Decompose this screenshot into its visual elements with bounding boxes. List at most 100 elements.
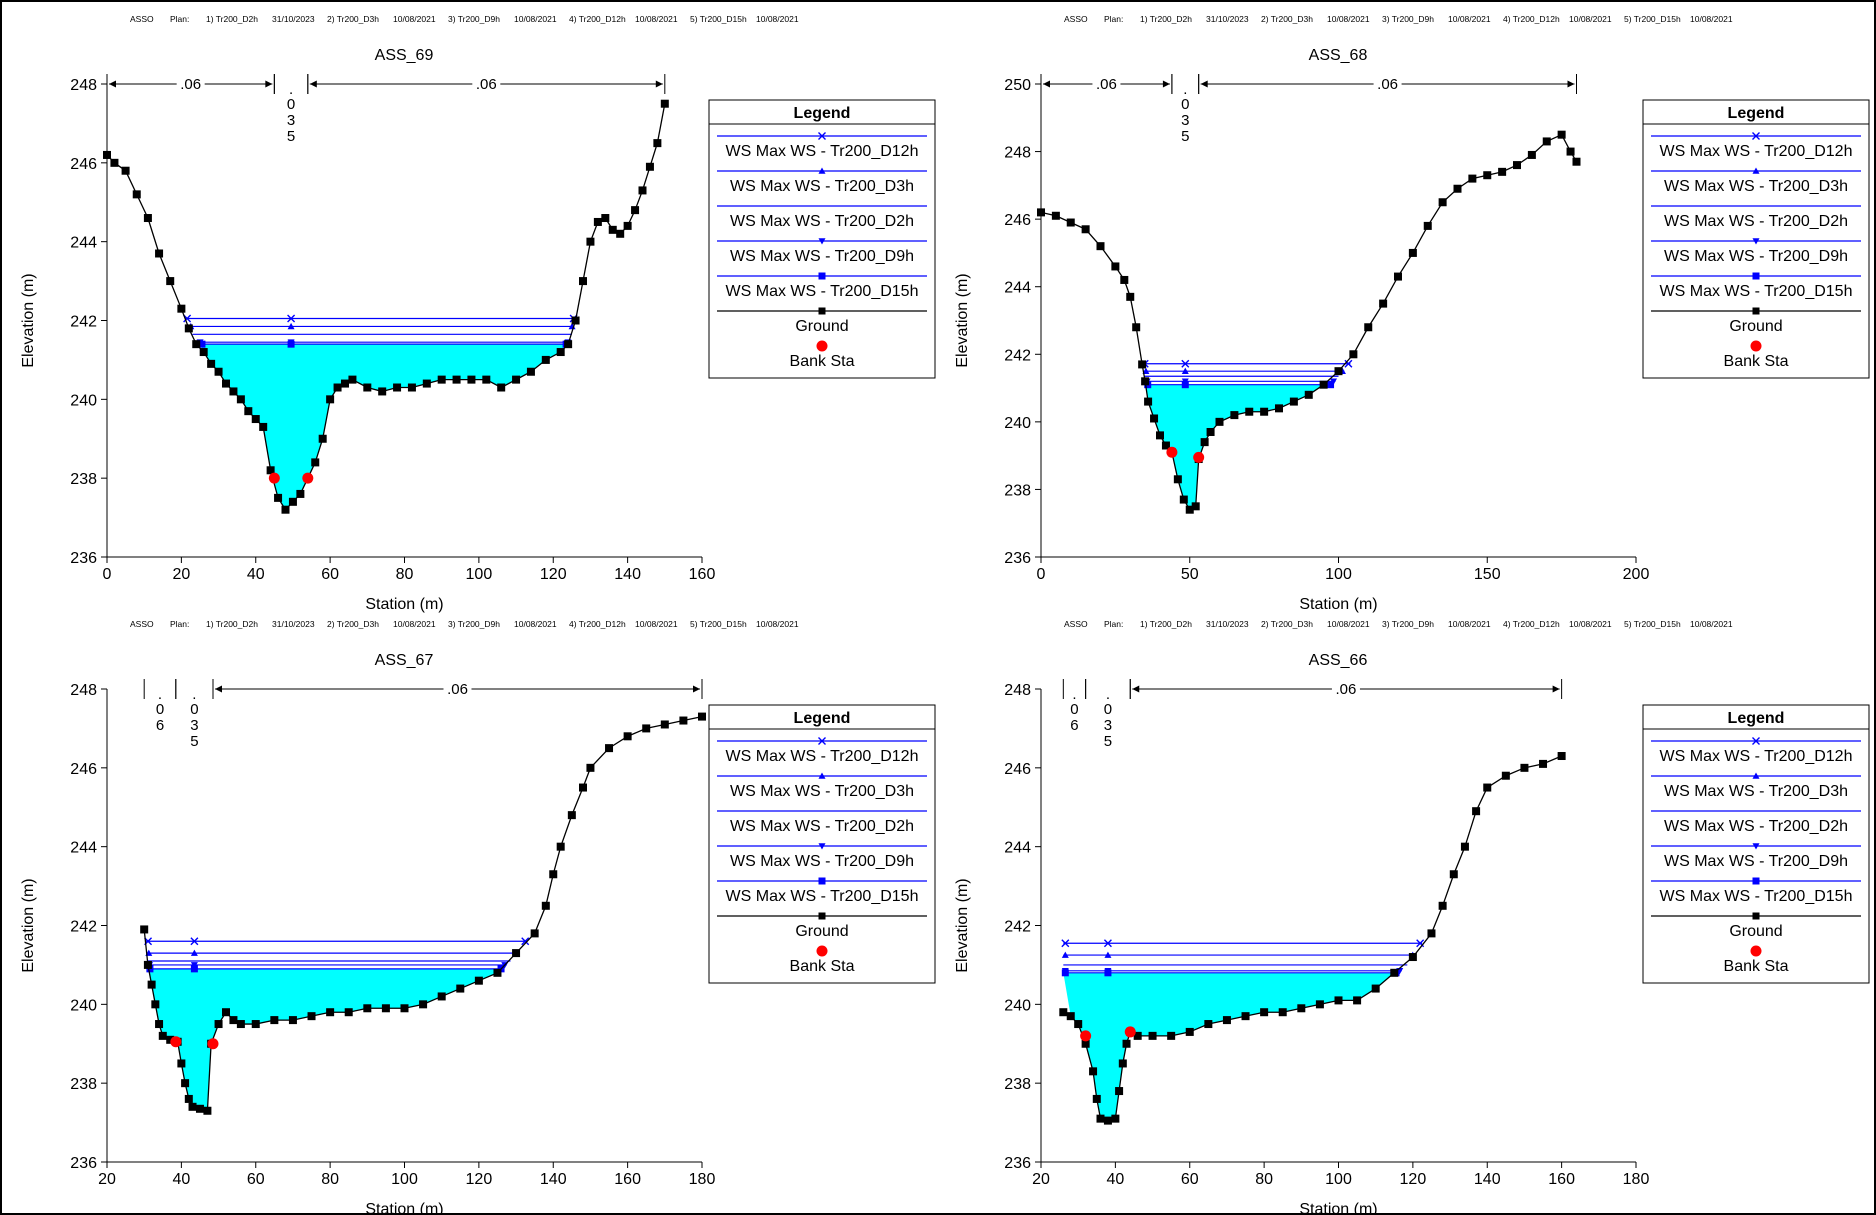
ground-point	[222, 1008, 230, 1017]
water-area	[1063, 972, 1398, 1121]
header-plan-4: 4) Tr200_D12h	[1503, 14, 1560, 24]
n-value-3: .06	[1377, 76, 1398, 93]
header-plan-date-5: 10/08/2021	[1690, 14, 1733, 24]
x-tick-label: 20	[1032, 1171, 1050, 1188]
header-project: ASSO	[1064, 619, 1088, 629]
ground-point	[1438, 198, 1447, 207]
ground-point	[679, 716, 688, 725]
ground-point	[1096, 242, 1105, 251]
legend-marker-7	[816, 945, 828, 957]
ground-point	[151, 1000, 160, 1009]
bank-station-2	[207, 1038, 219, 1050]
legend-marker-2	[818, 167, 826, 174]
ground-point	[1096, 1114, 1105, 1123]
ground-point	[214, 1020, 223, 1029]
ground-point	[229, 1016, 238, 1025]
ground-point	[467, 375, 476, 384]
ground-point	[1111, 1114, 1120, 1123]
ground-point	[593, 217, 602, 226]
legend-marker-7	[1750, 945, 1762, 957]
n-label-bg	[443, 680, 472, 698]
bank-station-1	[170, 1036, 182, 1048]
ground-line	[106, 103, 666, 511]
legend-entry-7: Bank Sta	[790, 353, 855, 370]
x-tick-label: 60	[321, 566, 339, 583]
x-tick-label: 160	[1548, 1171, 1575, 1188]
ground-point	[1200, 438, 1209, 447]
legend-marker-6	[1752, 912, 1760, 920]
ground-point	[1260, 407, 1269, 416]
ground-point	[1438, 901, 1447, 910]
header-plan-date-3: 10/08/2021	[1448, 14, 1491, 24]
ground-point	[236, 1020, 245, 1029]
x-tick-label: 20	[172, 566, 190, 583]
ground-point	[229, 387, 238, 396]
legend-marker-5	[818, 877, 826, 885]
n-arrow-head	[1043, 80, 1050, 88]
ground-point	[1472, 807, 1481, 816]
x-tick-label: 120	[540, 566, 567, 583]
ws-marker-left-1	[1061, 939, 1070, 948]
ground-point	[564, 340, 573, 349]
y-tick-label: 250	[1004, 77, 1031, 94]
legend-entry-4: WS Max WS - Tr200_D9h	[730, 248, 914, 265]
n-label-bg	[1373, 75, 1402, 93]
ground-point	[1144, 397, 1153, 406]
ground-point	[1520, 763, 1529, 772]
ground-point	[1074, 1020, 1083, 1029]
ws-marker-mid-2	[1181, 367, 1189, 374]
legend-title: Legend	[794, 710, 851, 727]
header-plan-4: 4) Tr200_D12h	[569, 619, 626, 629]
ground-point	[452, 375, 461, 384]
ground-point	[1483, 171, 1492, 180]
ground-point	[1453, 184, 1462, 193]
ground-point	[437, 375, 446, 384]
ground-point	[1185, 505, 1194, 514]
ground-point	[1572, 157, 1581, 166]
ground-point	[177, 1059, 186, 1068]
ground-point	[1245, 407, 1254, 416]
header-plan-label: Plan:	[1104, 14, 1123, 24]
ground-point	[1557, 752, 1566, 761]
ground-point	[274, 493, 283, 502]
ground-point	[608, 225, 617, 234]
ground-point	[1222, 1016, 1231, 1025]
ground-point	[1215, 417, 1224, 426]
ws-marker-mid-2	[287, 322, 295, 330]
y-tick-label: 248	[70, 77, 97, 94]
legend-marker-5	[1752, 272, 1760, 280]
legend-marker-6	[1752, 307, 1760, 315]
ws-marker-mid-5	[190, 965, 198, 973]
legend-marker-2	[1752, 772, 1760, 779]
header-plan-5: 5) Tr200_D15h	[1624, 14, 1681, 24]
ground-point	[1059, 1008, 1068, 1017]
ws-marker-mid-5	[1104, 969, 1112, 977]
ground-point	[1161, 441, 1170, 450]
n-arrow-head	[1552, 685, 1560, 693]
ws-marker-left-5	[1061, 969, 1069, 977]
ground-line	[1040, 133, 1578, 511]
ground-point	[195, 1104, 204, 1113]
header-plan-date-5: 10/08/2021	[1690, 619, 1733, 629]
ground-point	[1092, 1094, 1101, 1103]
n-value-3: .06	[1336, 681, 1357, 698]
ground-point	[1141, 377, 1150, 386]
ground-point	[184, 324, 193, 333]
legend-title: Legend	[794, 105, 851, 122]
legend-entry-7: Bank Sta	[1724, 353, 1789, 370]
y-tick-label: 248	[1004, 682, 1031, 699]
ws-marker-mid-4	[190, 962, 198, 969]
ground-point	[1081, 1039, 1090, 1048]
ground-line	[1063, 755, 1562, 1122]
n-label-bg	[1092, 75, 1121, 93]
x-tick-label: 40	[172, 1171, 190, 1188]
x-tick-label: 120	[466, 1171, 493, 1188]
ground-point	[1498, 167, 1507, 176]
ground-point	[251, 1020, 260, 1029]
legend-entry-1: WS Max WS - Tr200_D12h	[726, 748, 919, 765]
ground-point	[474, 976, 483, 985]
ground-point	[326, 395, 335, 404]
y-tick-label: 246	[70, 156, 97, 173]
legend-entry-3: WS Max WS - Tr200_D2h	[1664, 818, 1848, 835]
header-plan-4: 4) Tr200_D12h	[1503, 619, 1560, 629]
